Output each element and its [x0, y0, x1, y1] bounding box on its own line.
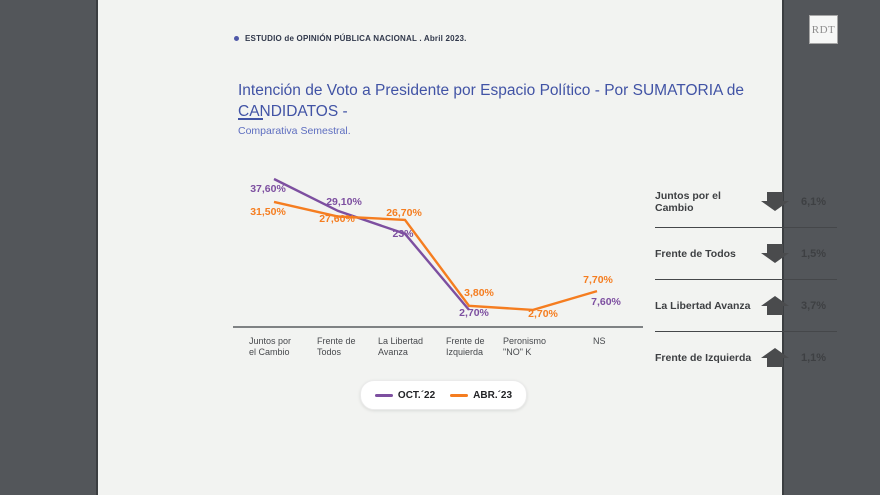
data-label: 2,70%	[459, 307, 489, 319]
summary-row: Frente de Izquierda 1,1%	[655, 332, 837, 383]
summary-label: Frente de Todos	[655, 247, 736, 260]
series-line-0	[273, 177, 470, 311]
line-chart: 37,60% 29,10% 23% 2,70% 7,60% 31,50% 27,60% 26,…	[233, 177, 643, 328]
summary-value: 1,5%	[801, 247, 827, 260]
summary-label: La Libertad Avanza	[655, 299, 751, 312]
x-axis-label: Peronismo "NO" K	[503, 336, 547, 357]
data-label: 7,60%	[591, 296, 621, 308]
chart-lines	[273, 177, 598, 312]
series-line-1	[273, 200, 598, 312]
data-label: 7,70%	[583, 274, 613, 286]
chart-point-labels: 37,60% 29,10% 23% 2,70% 7,60% 31,50% 27,60% 26,…	[250, 183, 621, 320]
legend-label-oct22: OCT.´22	[397, 389, 436, 401]
legend-label-abr23: ABR.´23	[473, 389, 513, 401]
legend-swatch-purple	[374, 393, 393, 397]
summary-label: Juntos por el Cambio	[655, 189, 721, 214]
summary-label: Frente de Izquierda	[655, 351, 752, 364]
page-title: Intención de Voto a Presidente por Espac…	[238, 80, 744, 122]
variation-summary: Juntos por el Cambio 6,1% Frente de Todos 1…	[655, 176, 837, 383]
summary-value: 3,7%	[801, 299, 827, 312]
study-brief-text: ESTUDIO de OPINIÓN PÚBLICA NACIONAL . Ab…	[245, 34, 467, 43]
arrow-down-icon	[761, 192, 789, 211]
x-axis-label: Frente de Todos	[317, 336, 356, 357]
data-label: 23%	[392, 228, 414, 240]
chart-legend: OCT.´22 ABR.´23	[360, 380, 527, 410]
title-underline	[238, 118, 263, 120]
data-label: 37,60%	[250, 183, 286, 195]
data-label: 29,10%	[326, 196, 362, 208]
bullet-icon	[234, 36, 239, 41]
rdt-logo: RDT	[809, 15, 838, 44]
page-title-line1: Intención de Voto a Presidente por Espac…	[238, 82, 745, 99]
data-label: 31,50%	[250, 206, 286, 218]
summary-row: Frente de Todos 1,5%	[655, 228, 837, 280]
data-label: 2,70%	[528, 308, 558, 320]
study-brief: ESTUDIO de OPINIÓN PÚBLICA NACIONAL . Ab…	[234, 34, 467, 43]
data-label: 3,80%	[464, 287, 494, 299]
data-label: 26,70%	[386, 207, 422, 219]
arrow-down-icon	[761, 244, 789, 263]
data-label: 27,60%	[319, 213, 355, 225]
content-panel: ESTUDIO de OPINIÓN PÚBLICA NACIONAL . Ab…	[96, 0, 838, 495]
arrow-up-icon	[761, 296, 789, 315]
summary-value: 1,1%	[801, 351, 827, 364]
x-axis-label: Juntos por el Cambio	[249, 336, 292, 357]
page-title-line2: CANDIDATOS -	[238, 103, 348, 120]
legend-swatch-orange	[450, 393, 469, 397]
x-axis-label: NS	[593, 336, 606, 346]
legend-item-oct22: OCT.´22	[374, 389, 436, 401]
x-axis-label: La Libertad Avanza	[378, 336, 424, 357]
page-subtitle: Comparativa Semestral.	[238, 125, 351, 137]
rdt-logo-text: RDT	[811, 23, 836, 36]
summary-row: La Libertad Avanza 3,7%	[655, 280, 837, 332]
legend-item-abr23: ABR.´23	[450, 390, 512, 401]
summary-row: Juntos por el Cambio 6,1%	[655, 176, 837, 228]
summary-value: 6,1%	[801, 195, 827, 208]
x-axis-label: Frente de Izquierda	[446, 336, 485, 357]
arrow-up-icon	[761, 348, 789, 367]
